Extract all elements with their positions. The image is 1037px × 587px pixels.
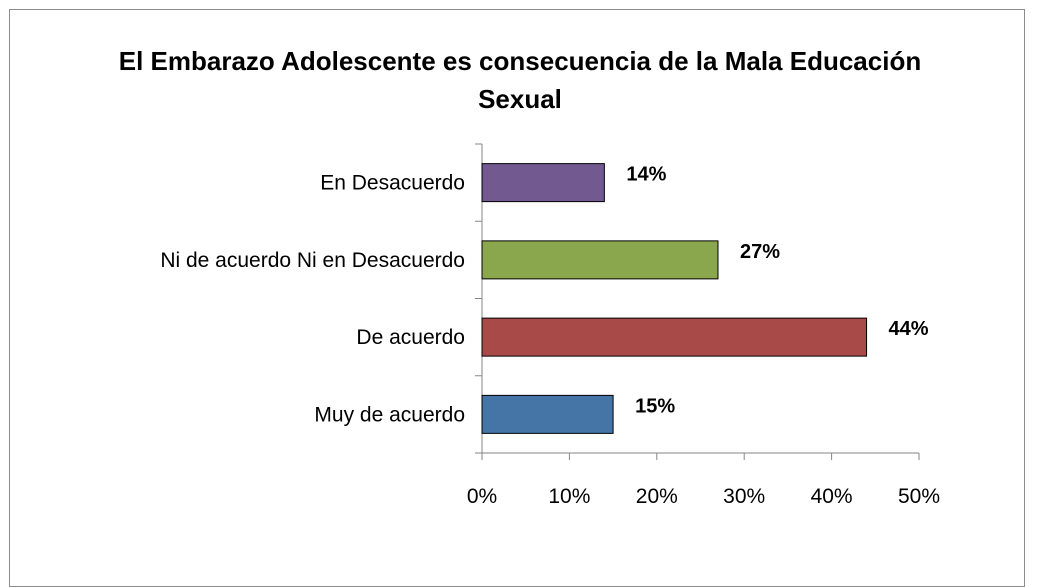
x-tick-label: 30% [723,485,765,508]
category-label: De acuerdo [356,326,465,349]
category-label: Ni de acuerdo Ni en Desacuerdo [160,249,465,272]
category-label: Muy de acuerdo [314,403,465,426]
x-tick-label: 10% [548,485,590,508]
category-label: En Desacuerdo [320,172,465,195]
data-label: 27% [740,241,780,263]
x-tick-label: 50% [898,485,940,508]
bar [482,164,604,202]
bar [482,318,867,356]
bar [482,241,718,279]
data-label: 15% [635,395,675,417]
bar [482,395,613,433]
data-label: 44% [889,318,929,340]
x-tick-label: 40% [811,485,853,508]
data-label: 14% [626,164,666,186]
x-tick-label: 20% [636,485,678,508]
x-tick-label: 0% [467,485,497,508]
